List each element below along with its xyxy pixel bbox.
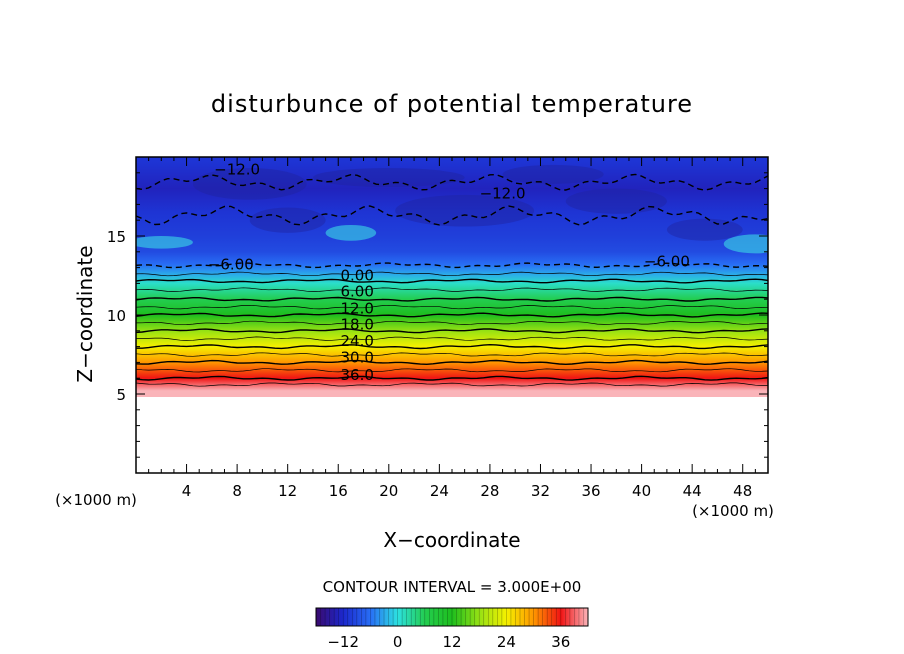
y-axis-ticks: 5 10 15 (107, 172, 768, 458)
contour-lines (136, 173, 768, 387)
contour-line (136, 352, 768, 357)
contour-label: 18.0 (340, 315, 373, 333)
contour-labels: −12.0 −12.0 −6.00 −6.00 0.006.0012.018.024.0… (208, 161, 690, 384)
plot-area (136, 157, 768, 397)
y-tick-label: 15 (107, 228, 126, 246)
colorbar-stripes (320, 608, 584, 626)
colorbar-tick-label: 36 (551, 633, 570, 651)
contour-line (136, 375, 768, 381)
x-tick-label: 12 (278, 482, 297, 500)
contour-line (136, 304, 768, 310)
y-axis-label: Z−coordinate (73, 245, 97, 382)
x-tick-label: 20 (379, 482, 398, 500)
field-fill (136, 157, 768, 397)
x-axis-ticks: 4 8 12 16 20 24 28 32 36 40 44 48 (148, 157, 756, 500)
contour-label: −6.00 (644, 252, 690, 270)
x-tick-label: 32 (531, 482, 550, 500)
contour-label: 36.0 (340, 366, 373, 384)
x-tick-label: 16 (329, 482, 348, 500)
anomaly-blobs (136, 164, 768, 254)
x-tick-label: 24 (430, 482, 449, 500)
colorbar-ticks: −12 0 12 24 36 (327, 633, 570, 651)
chart-title: disturbunce of potential temperature (211, 90, 693, 118)
contour-interval-text: CONTOUR INTERVAL = 3.000E+00 (323, 578, 582, 596)
contour-line (136, 328, 768, 334)
x-tick-label: 44 (683, 482, 702, 500)
contour-label: −12.0 (480, 184, 526, 202)
contour-line (136, 382, 768, 387)
y-tick-label: 5 (116, 386, 126, 404)
contour-line-negative (136, 262, 768, 269)
contour-line (136, 368, 768, 373)
x-tick-label: 40 (632, 482, 651, 500)
contour-label: 6.00 (340, 282, 373, 300)
colorbar-tick-label: −12 (327, 633, 359, 651)
contour-label: 0.00 (340, 267, 373, 285)
contour-line (136, 271, 768, 277)
colorbar-tick-label: 24 (497, 633, 516, 651)
contour-label: 30.0 (340, 349, 373, 367)
contour-line (136, 296, 768, 302)
x-tick-label: 8 (232, 482, 242, 500)
colorbar: −12 0 12 24 36 (315, 607, 589, 651)
colorbar-fill (316, 608, 588, 626)
contour-label: 12.0 (340, 300, 373, 318)
contour-line (136, 359, 768, 366)
contour-label: −12.0 (214, 161, 260, 179)
x-tick-label: 28 (480, 482, 499, 500)
colorbar-tick-label: 0 (393, 633, 403, 651)
contour-line (136, 320, 768, 326)
x-axis-unit-left: (×1000 m) (55, 491, 137, 509)
contour-line (136, 287, 768, 292)
contour-line-negative (136, 205, 768, 226)
contour-line (136, 343, 768, 350)
x-tick-label: 36 (581, 482, 600, 500)
contour-label: 24.0 (340, 332, 373, 350)
colorbar-tick-label: 12 (442, 633, 461, 651)
x-tick-label: 4 (182, 482, 192, 500)
x-tick-label: 48 (733, 482, 752, 500)
contour-label: −6.00 (208, 255, 254, 273)
contour-line (136, 278, 768, 284)
y-tick-label: 10 (107, 307, 126, 325)
x-axis-label: X−coordinate (383, 528, 520, 552)
colorbar-frame (315, 607, 589, 627)
contour-line (136, 336, 768, 341)
x-axis-unit-right: (×1000 m) (692, 502, 774, 520)
contour-line-negative (136, 173, 768, 191)
contour-line (136, 312, 768, 318)
